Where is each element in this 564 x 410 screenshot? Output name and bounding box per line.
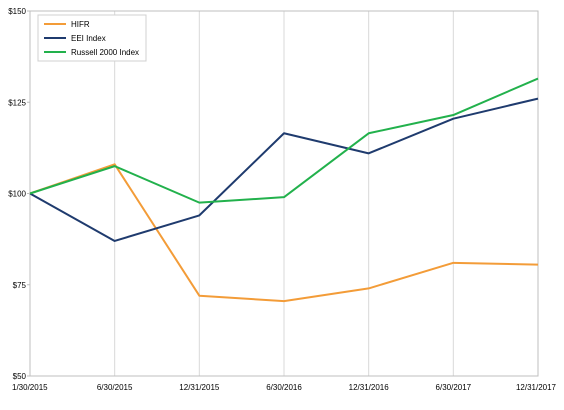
x-tick-label: 6/30/2017 <box>436 383 472 392</box>
grid-lines <box>114 11 454 376</box>
legend-label-eei-index: EEI Index <box>71 34 106 43</box>
x-tick-label: 6/30/2015 <box>97 383 133 392</box>
legend-label-hifr: HIFR <box>71 20 90 29</box>
series-lines <box>29 77 539 303</box>
y-tick-label: $75 <box>13 281 27 290</box>
legend: HIFR EEI Index Russell 2000 Index <box>37 14 147 62</box>
y-tick-label: $150 <box>8 7 26 16</box>
y-tick-label: $50 <box>13 372 27 381</box>
x-tick-label: 12/31/2017 <box>516 383 557 392</box>
x-tick-label: 6/30/2016 <box>266 383 302 392</box>
x-axis-ticks: 1/30/2015 6/30/2015 12/31/2015 6/30/2016 12/… <box>12 383 557 392</box>
x-tick-label: 1/30/2015 <box>12 383 48 392</box>
x-tick-label: 12/31/2016 <box>349 383 390 392</box>
x-tick-label: 12/31/2015 <box>179 383 220 392</box>
y-tick-label: $125 <box>8 98 26 107</box>
y-axis-ticks: $50 $75 $100 $125 $150 <box>8 7 30 381</box>
legend-label-russell-2000-index: Russell 2000 Index <box>71 48 139 57</box>
y-tick-label: $100 <box>8 190 26 199</box>
